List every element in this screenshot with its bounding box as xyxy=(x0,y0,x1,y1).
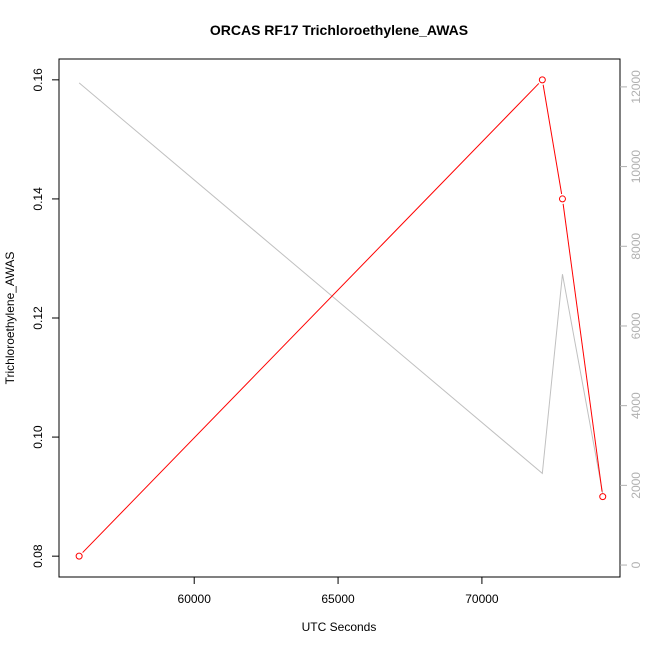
y-axis-label: Trichloroethylene_AWAS xyxy=(3,252,17,385)
x-axis: 60000 65000 70000 xyxy=(178,577,499,606)
data-point xyxy=(75,552,83,560)
data-point xyxy=(599,493,607,501)
series-line-segment xyxy=(82,83,540,553)
y2-tick-label: 4000 xyxy=(629,392,643,419)
y-tick-label: 0.12 xyxy=(31,306,45,330)
y2-tick-label: 0 xyxy=(629,561,643,568)
y2-tick-label: 12000 xyxy=(629,70,643,104)
series-layer xyxy=(75,76,607,560)
x-tick-label: 70000 xyxy=(465,592,499,606)
y-tick-label: 0.08 xyxy=(31,544,45,568)
y-axis-left: 0.08 0.10 0.12 0.14 0.16 xyxy=(31,68,59,568)
x-axis-label: UTC Seconds xyxy=(302,620,377,634)
y2-tick-label: 6000 xyxy=(629,312,643,339)
series-line-segment xyxy=(542,84,563,195)
data-point xyxy=(558,195,566,203)
y-tick-label: 0.10 xyxy=(31,425,45,449)
y2-tick-label: 10000 xyxy=(629,150,643,184)
x-tick-label: 60000 xyxy=(178,592,212,606)
data-point xyxy=(538,76,546,84)
y-tick-label: 0.14 xyxy=(31,187,45,211)
series-line-segment xyxy=(562,203,603,492)
chart-title: ORCAS RF17 Trichloroethylene_AWAS xyxy=(210,22,468,38)
y2-tick-label: 8000 xyxy=(629,233,643,260)
y2-tick-label: 2000 xyxy=(629,472,643,499)
y-tick-label: 0.16 xyxy=(31,68,45,92)
series-line xyxy=(78,82,604,494)
y-axis-right: 0 2000 4000 6000 8000 10000 12000 xyxy=(620,70,643,568)
x-tick-label: 65000 xyxy=(321,592,355,606)
